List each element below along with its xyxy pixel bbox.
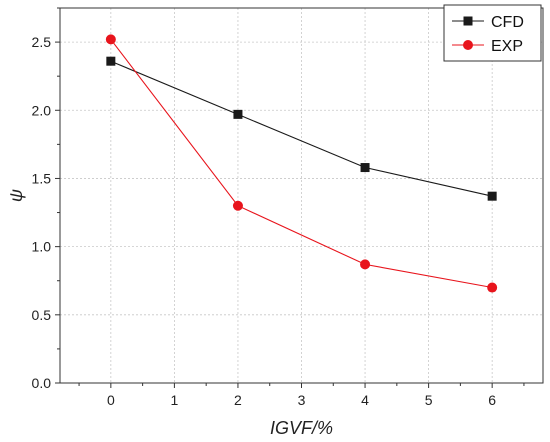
legend: CFD EXP bbox=[443, 4, 542, 62]
x-tick-label: 4 bbox=[361, 392, 369, 408]
data-series bbox=[105, 34, 498, 293]
series-line-cfd bbox=[110, 60, 493, 197]
y-tick-label: 0.5 bbox=[32, 307, 52, 323]
x-tick-label: 2 bbox=[234, 392, 242, 408]
x-axis-title: IGVF/% bbox=[270, 418, 333, 438]
y-tick-label: 2.5 bbox=[32, 34, 52, 50]
x-tick-label: 0 bbox=[107, 392, 115, 408]
legend-label-cfd: CFD bbox=[491, 14, 524, 31]
data-point-cfd bbox=[360, 163, 370, 173]
x-tick-label: 1 bbox=[170, 392, 178, 408]
data-point-exp bbox=[105, 34, 116, 45]
y-tick-label: 0.0 bbox=[32, 375, 52, 391]
data-point-exp bbox=[360, 259, 371, 270]
x-tick-label: 5 bbox=[425, 392, 433, 408]
legend-box bbox=[443, 4, 542, 62]
legend-label-exp: EXP bbox=[491, 38, 523, 55]
y-tick-label: 1.0 bbox=[32, 239, 52, 255]
data-point-exp bbox=[487, 282, 498, 293]
x-tick-label: 6 bbox=[488, 392, 496, 408]
legend-marker-exp bbox=[463, 40, 473, 50]
grid bbox=[60, 8, 543, 384]
legend-marker-cfd bbox=[463, 16, 473, 26]
series-line-exp bbox=[110, 39, 493, 289]
y-tick-label: 1.5 bbox=[32, 170, 52, 186]
y-axis-title: ψ bbox=[6, 189, 26, 202]
data-point-cfd bbox=[233, 109, 243, 119]
data-point-exp bbox=[232, 200, 243, 211]
tick-labels: 0 1 2 3 4 5 6 0.0 0.5 1.0 1.5 2.0 2.5 bbox=[32, 34, 497, 408]
x-tick-label: 3 bbox=[298, 392, 306, 408]
y-tick-label: 2.0 bbox=[32, 102, 52, 118]
data-point-cfd bbox=[106, 56, 116, 66]
data-point-cfd bbox=[487, 191, 497, 201]
axis-ticks bbox=[55, 7, 525, 388]
